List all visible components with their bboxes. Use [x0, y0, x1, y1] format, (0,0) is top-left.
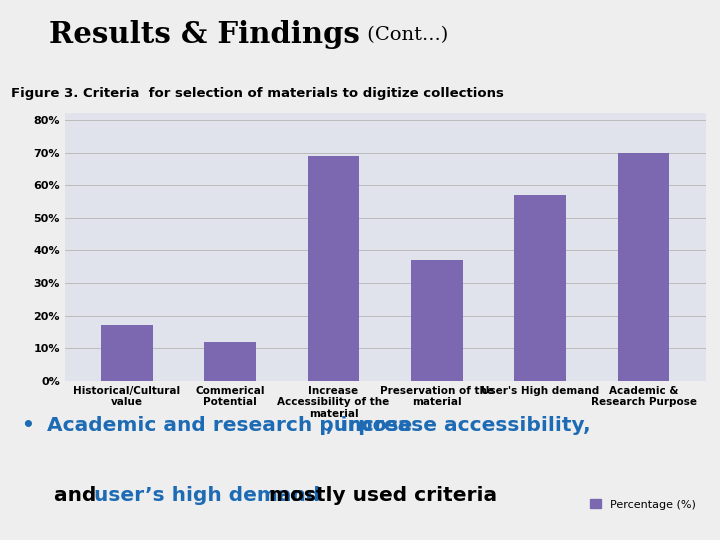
Text: Figure 3. Criteria  for selection of materials to digitize collections: Figure 3. Criteria for selection of mate…	[11, 86, 504, 100]
Text: Results & Findings: Results & Findings	[49, 21, 360, 50]
Text: user’s high demand: user’s high demand	[94, 486, 320, 505]
Text: •: •	[22, 416, 35, 435]
Bar	[307, 156, 359, 381]
Bar	[618, 152, 670, 381]
Text: (Cont...): (Cont...)	[361, 26, 449, 44]
Bar	[101, 325, 153, 381]
Text: , increase accessibility,: , increase accessibility,	[326, 416, 591, 435]
Bar	[514, 195, 566, 381]
Bar	[411, 260, 463, 381]
Text: and: and	[54, 486, 104, 505]
Text: Academic and research purpose: Academic and research purpose	[47, 416, 412, 435]
Bar	[204, 342, 256, 381]
Legend: Percentage (%): Percentage (%)	[585, 495, 700, 514]
Text: mostly used criteria: mostly used criteria	[262, 486, 498, 505]
